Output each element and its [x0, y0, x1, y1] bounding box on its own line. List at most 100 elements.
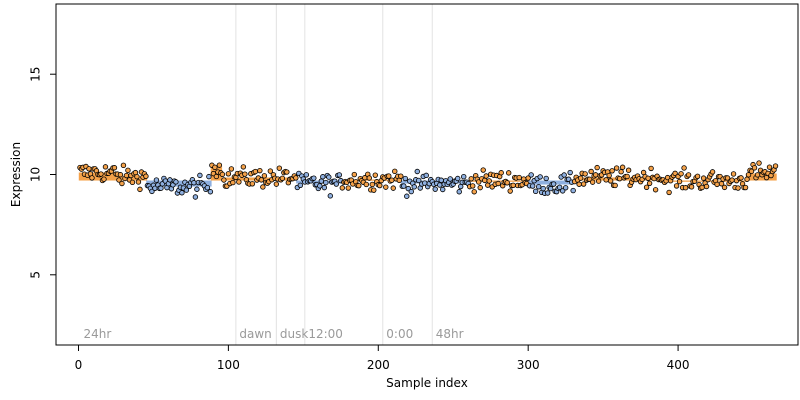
data-point: [311, 175, 317, 181]
data-point: [532, 188, 539, 195]
data-point: [718, 181, 725, 187]
deviation-bar: [249, 177, 253, 181]
deviation-bar: [519, 180, 522, 182]
deviation-bar: [672, 180, 675, 182]
deviation-bar: [511, 180, 515, 182]
deviation-bar: [498, 180, 501, 182]
data-point: [111, 165, 118, 171]
deviation-bar: [204, 180, 208, 187]
data-point: [619, 164, 626, 170]
data-point: [404, 193, 410, 199]
deviation-bar: [514, 180, 518, 182]
data-point: [89, 175, 95, 181]
data-point: [766, 164, 773, 170]
data-point: [242, 171, 248, 177]
deviation-bar: [538, 180, 542, 185]
deviation-bar: [102, 172, 106, 181]
deviation-bar: [372, 179, 375, 181]
deviation-bar: [500, 180, 503, 182]
deviation-bar: [742, 180, 746, 182]
data-point: [204, 184, 211, 191]
deviation-bar: [314, 180, 317, 184]
data-point: [363, 181, 369, 188]
annotation-label: 24hr: [83, 327, 111, 341]
data-point: [440, 186, 446, 193]
data-point: [167, 177, 173, 183]
data-point: [326, 174, 332, 180]
deviation-bar: [627, 177, 630, 181]
deviation-bar: [468, 180, 471, 182]
data-point: [724, 175, 731, 181]
data-point: [398, 173, 404, 179]
deviation-bar: [386, 179, 389, 181]
data-point: [276, 165, 283, 171]
y-tick-label: 5: [29, 271, 43, 279]
data-point: [267, 168, 274, 174]
data-point: [389, 177, 395, 183]
annotation-label: 0:00: [386, 327, 413, 341]
deviation-bar: [120, 176, 124, 181]
deviation-bar: [699, 180, 702, 182]
data-point: [194, 186, 200, 192]
deviation-bar: [535, 180, 539, 185]
data-point: [567, 169, 573, 176]
y-axis: 5 10 15: [29, 67, 57, 279]
data-point: [284, 169, 290, 175]
data-point: [754, 172, 761, 178]
data-point: [447, 176, 453, 182]
data-point: [616, 175, 623, 182]
data-point: [471, 189, 477, 195]
data-point: [772, 163, 779, 169]
data-point: [125, 167, 131, 174]
deviation-bar: [263, 177, 266, 181]
deviation-bar: [673, 180, 677, 182]
data-point: [297, 182, 304, 188]
data-point: [252, 168, 259, 175]
y-tick-label: 15: [29, 67, 43, 82]
deviation-bar: [132, 176, 136, 181]
deviation-bar: [300, 180, 304, 184]
deviation-bar: [404, 180, 407, 184]
deviation-bar: [296, 180, 299, 184]
data-point: [681, 165, 687, 171]
deviation-bar: [601, 177, 605, 181]
deviation-bar: [556, 180, 560, 185]
data-point: [416, 177, 422, 184]
data-point: [320, 174, 326, 180]
deviation-bar: [528, 180, 531, 185]
data-point: [729, 177, 735, 183]
data-point: [468, 176, 474, 182]
data-point: [592, 172, 599, 178]
data-point: [476, 179, 482, 185]
data-point: [721, 184, 728, 191]
deviation-bar: [565, 180, 569, 185]
data-point: [537, 174, 543, 180]
data-point: [230, 179, 236, 186]
deviation-bar: [111, 172, 115, 181]
data-point: [643, 184, 650, 190]
data-point: [101, 176, 107, 182]
data-point: [279, 175, 286, 181]
data-point: [748, 168, 755, 174]
deviation-bar: [401, 180, 404, 184]
data-point: [694, 173, 701, 179]
deviation-bar: [248, 177, 251, 181]
data-point: [456, 189, 462, 195]
data-point: [351, 171, 357, 178]
deviation-bar: [613, 177, 617, 181]
data-point: [402, 175, 408, 182]
deviation-bar: [592, 177, 596, 181]
data-point: [672, 170, 678, 177]
deviation-bar: [299, 180, 302, 184]
data-point: [321, 184, 328, 191]
data-point: [609, 168, 615, 174]
deviation-bar: [537, 180, 540, 185]
deviation-bar: [681, 180, 684, 182]
deviation-bar: [726, 180, 729, 182]
data-point: [401, 183, 407, 189]
data-point: [303, 172, 310, 178]
data-point: [652, 187, 659, 193]
deviation-bar: [458, 180, 461, 184]
data-point: [119, 180, 125, 187]
